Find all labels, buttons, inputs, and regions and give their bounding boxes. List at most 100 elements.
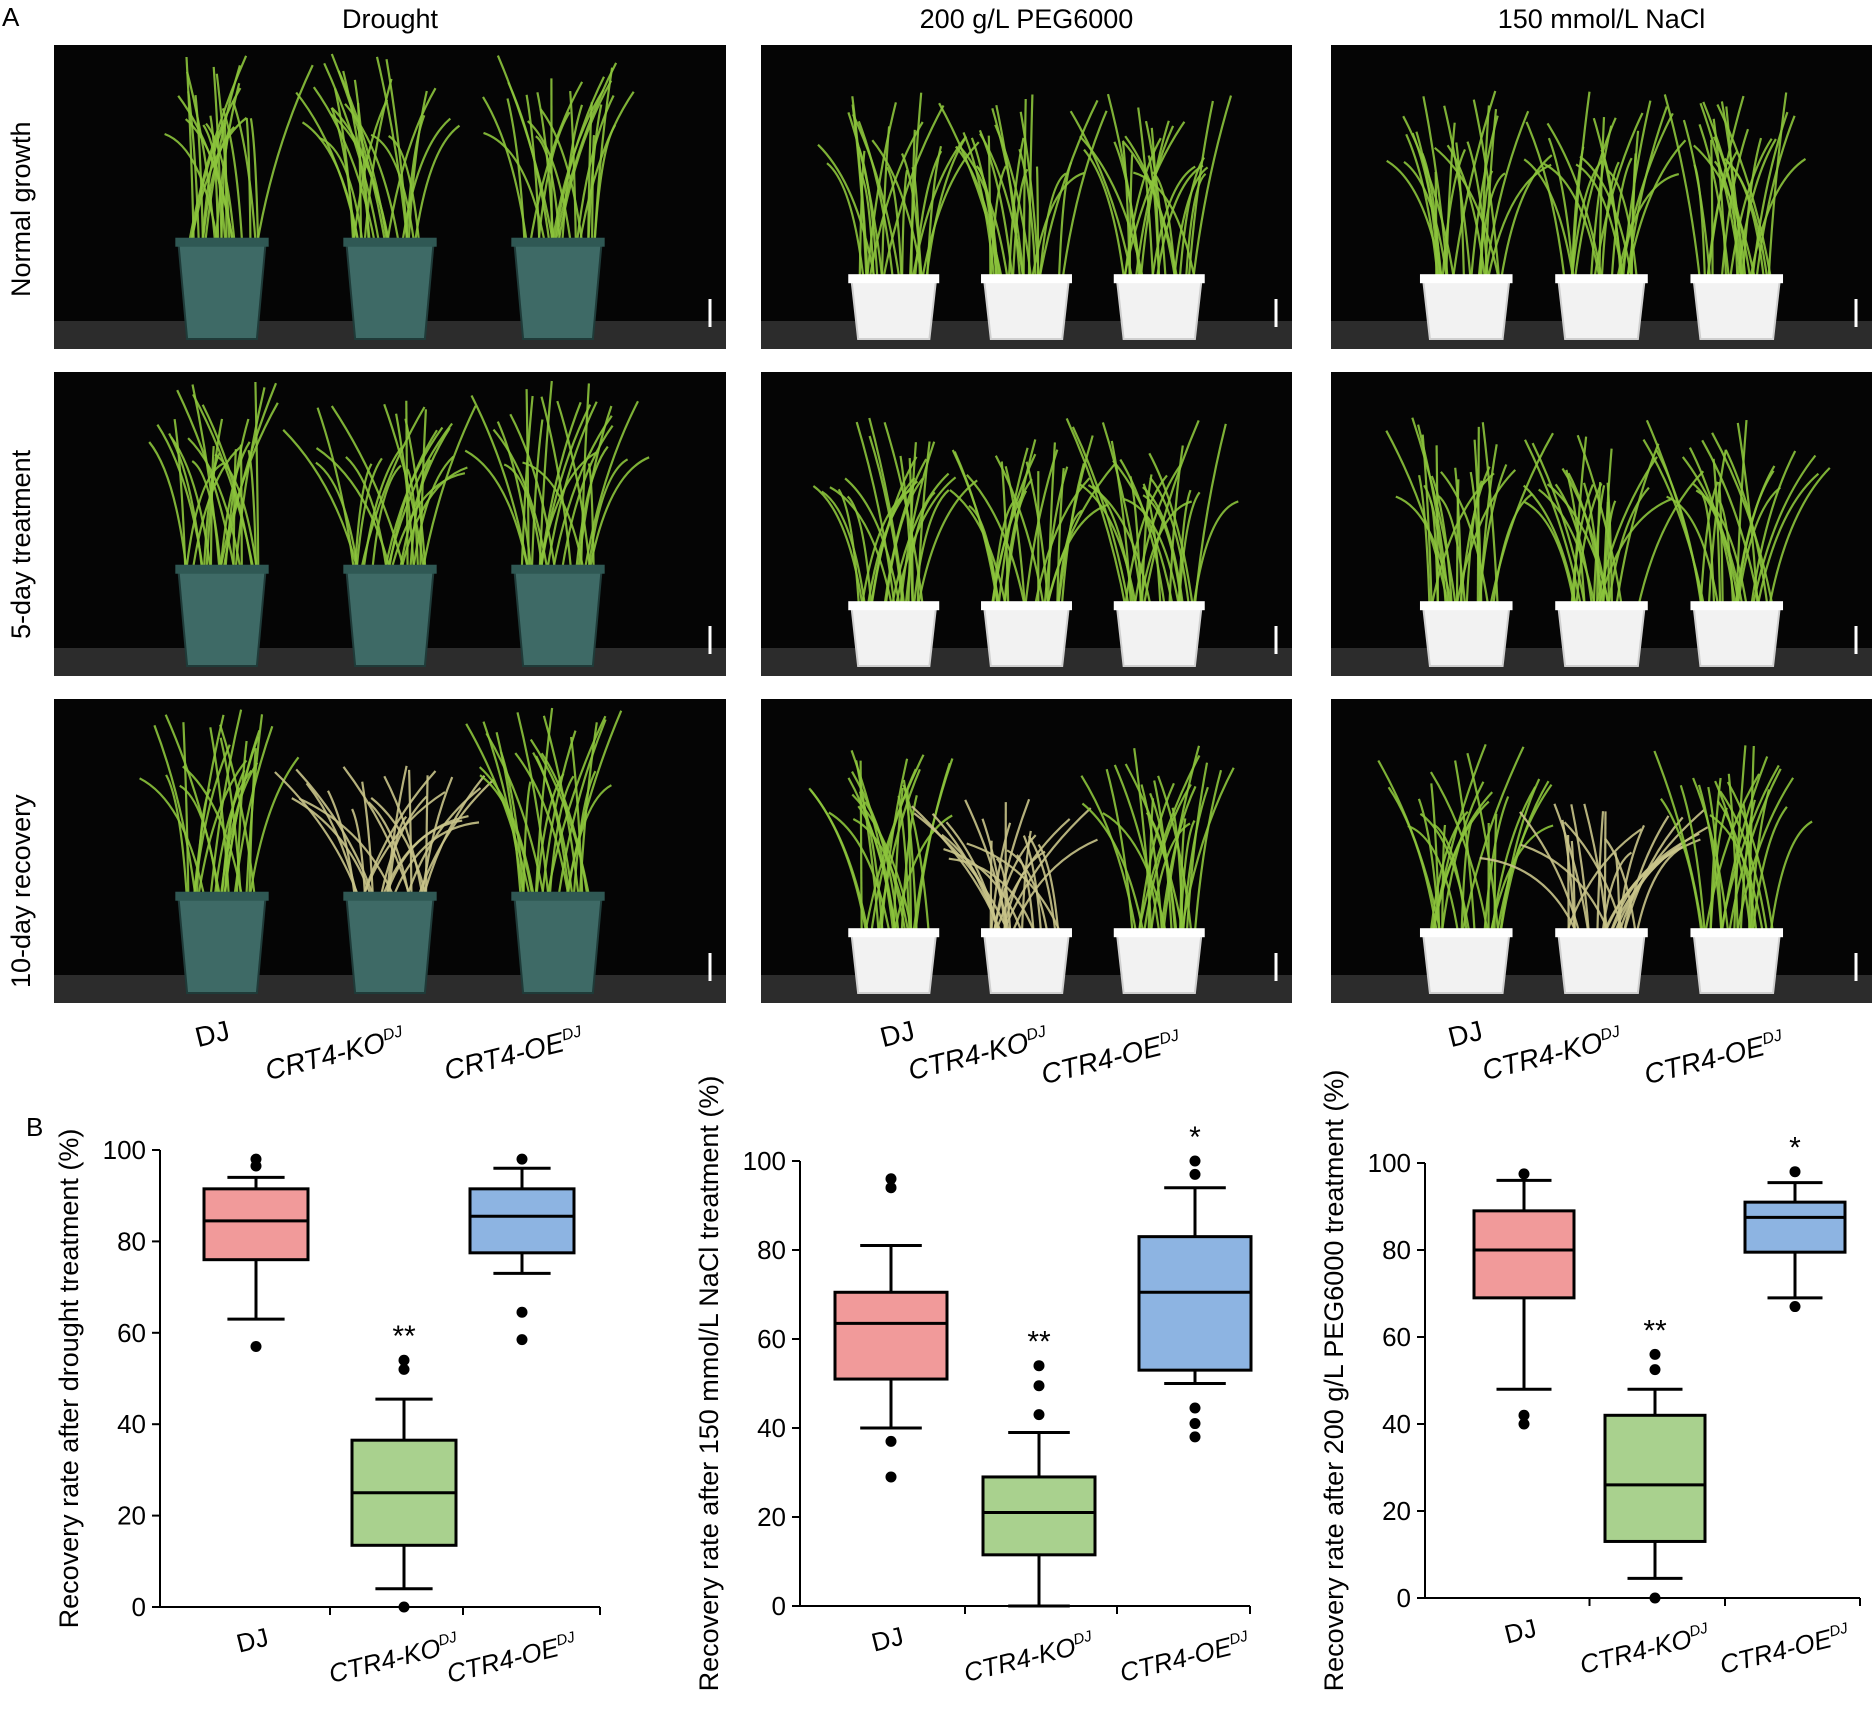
- leaf-blade: [1105, 768, 1134, 937]
- plant-photo-scene: [761, 699, 1292, 1003]
- leaf-blade: [1567, 834, 1570, 937]
- leaf-blade: [182, 722, 190, 900]
- category-name: CTR4-OE: [444, 1632, 563, 1689]
- tray-rim: [1419, 928, 1513, 938]
- category-name: CTR4-OE: [1717, 1623, 1836, 1680]
- outlier-point: [1189, 1155, 1201, 1167]
- category-name: CTR4-KO: [1577, 1623, 1695, 1680]
- outlier-point: [1189, 1168, 1201, 1180]
- leaf-blade: [906, 789, 913, 937]
- plant: [295, 53, 461, 340]
- pot-rim: [175, 891, 269, 901]
- pot-rim: [343, 564, 437, 574]
- leaf-blade: [908, 458, 914, 610]
- leaf-blade: [1419, 812, 1471, 937]
- leaf-blade: [560, 424, 614, 573]
- leaf-blade: [380, 815, 469, 901]
- plant: [1080, 745, 1235, 994]
- leaf-blade: [1604, 837, 1638, 937]
- leaf-blade: [869, 768, 917, 937]
- leaf-blade: [1023, 449, 1059, 610]
- plant-photo-scene: [54, 699, 726, 1003]
- leaf-blade: [545, 715, 607, 900]
- leaf-blade: [406, 468, 420, 573]
- leaf-blade: [1519, 811, 1582, 937]
- leaf-blade: [1709, 807, 1728, 937]
- box-series-1: **: [1603, 1314, 1707, 1604]
- leaf-blade: [165, 774, 189, 900]
- outlier-point: [1033, 1409, 1045, 1421]
- tray-rim: [1113, 928, 1205, 938]
- leaf-blade: [914, 762, 951, 937]
- leaf-blade: [1493, 813, 1498, 937]
- leaf-blade: [1712, 136, 1747, 283]
- y-tick-label: 0: [1397, 1583, 1411, 1613]
- plant: [812, 417, 978, 667]
- leaf-blade: [323, 62, 381, 246]
- plant-tray: [1557, 604, 1646, 667]
- plant: [817, 92, 980, 340]
- leaf-blade: [1465, 480, 1483, 610]
- leaf-blade: [482, 721, 525, 900]
- plant: [1653, 745, 1813, 994]
- genotype-label-ctr4-oe: CTR4-OEDJ: [1038, 1027, 1181, 1091]
- leaf-blade: [156, 424, 205, 573]
- outlier-point: [398, 1354, 410, 1366]
- plant-tray: [1557, 931, 1646, 994]
- leaf-blade: [850, 750, 898, 937]
- y-tick-label: 60: [1382, 1322, 1411, 1352]
- leaf-blade: [1006, 849, 1050, 937]
- leaf-blade: [826, 162, 865, 283]
- leaf-blade: [1033, 477, 1091, 610]
- leaf-blade: [859, 760, 863, 937]
- leaf-blade: [817, 143, 877, 283]
- leaf-blade: [520, 395, 534, 573]
- photo-peg6000-normal-growth: [761, 45, 1292, 349]
- leaf-blade: [522, 781, 532, 900]
- leaf-blade: [1435, 445, 1439, 610]
- leaf-blade: [1625, 106, 1668, 283]
- row-label-10-day-recovery: 10-day recovery: [6, 794, 36, 988]
- tray-rim: [981, 601, 1072, 611]
- leaf-blade: [405, 114, 426, 246]
- x-category-label: CTR4-KODJ: [961, 1627, 1097, 1688]
- leaf-blade: [312, 86, 377, 246]
- iqr-box: [1743, 1200, 1847, 1254]
- tray-rim: [1555, 928, 1648, 938]
- leaf-blade: [185, 56, 195, 246]
- outlier-point: [516, 1334, 528, 1346]
- tray-rim: [1113, 601, 1205, 611]
- leaf-blade: [1749, 450, 1797, 610]
- y-tick-label: 100: [103, 1135, 146, 1165]
- tray-rim: [848, 274, 940, 284]
- box-series-1: **: [981, 1326, 1097, 1608]
- panel-a-letter: A: [2, 2, 20, 32]
- leaf-blade: [1069, 110, 1134, 283]
- leaf-blade: [164, 132, 220, 246]
- leaf-blade: [1706, 95, 1745, 283]
- leaf-blade: [1387, 786, 1439, 937]
- outlier-point: [885, 1435, 897, 1447]
- leaf-blade: [1137, 107, 1155, 283]
- leaf-blade: [894, 476, 957, 610]
- leaf-blade: [1431, 800, 1490, 937]
- category-name: CTR4-OE: [1117, 1631, 1236, 1688]
- leaf-blade: [282, 429, 360, 573]
- leaf-blade: [1606, 501, 1610, 610]
- pot-rim: [175, 564, 269, 574]
- plant-photo-scene: [761, 45, 1292, 349]
- plant: [1522, 434, 1705, 667]
- outlier-point: [250, 1341, 262, 1353]
- leaf-blade: [516, 712, 550, 900]
- plant: [464, 380, 650, 667]
- leaf-blade: [539, 108, 584, 246]
- tray-rim: [1690, 928, 1784, 938]
- leaf-blade: [1756, 472, 1820, 610]
- leaf-blade: [964, 799, 1011, 937]
- leaf-blade: [1113, 764, 1161, 937]
- y-tick-label: 80: [1382, 1235, 1411, 1265]
- x-category-label: DJ: [868, 1621, 906, 1658]
- significance-label: **: [1027, 1326, 1051, 1359]
- outlier-point: [250, 1160, 262, 1172]
- x-category-label: CTR4-OEDJ: [1717, 1619, 1853, 1680]
